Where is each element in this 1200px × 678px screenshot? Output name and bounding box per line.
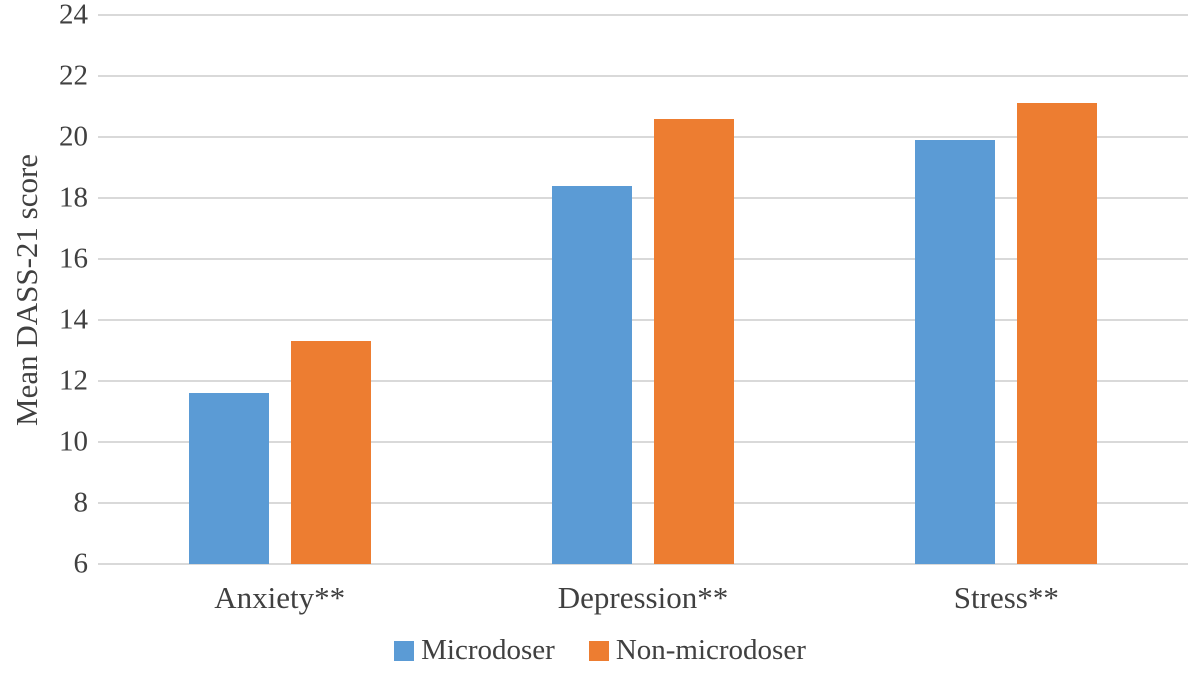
bar-microdoser-anxiety- [188, 393, 269, 564]
legend-label: Non-microdoser [615, 634, 806, 666]
bar-group-depression- [461, 15, 824, 564]
legend-swatch [588, 640, 609, 661]
y-axis-tick-label: 14 [59, 303, 88, 336]
gridline [98, 197, 1188, 199]
gridline [98, 136, 1188, 138]
gridline [98, 319, 1188, 321]
y-axis-tick-label: 6 [73, 547, 89, 580]
y-axis-tick-label: 8 [73, 486, 89, 519]
y-axis-tick-label: 10 [59, 425, 88, 458]
bar-microdoser-depression- [551, 185, 632, 564]
bar-non-microdoser-stress- [1017, 103, 1098, 564]
y-axis-tick-label: 16 [59, 242, 88, 275]
x-axis-label: Depression** [557, 580, 729, 615]
gridline [98, 441, 1188, 443]
bar-group-anxiety- [98, 15, 461, 564]
y-axis-tick-label: 24 [59, 0, 88, 31]
bar-non-microdoser-depression- [653, 118, 734, 564]
gridline [98, 258, 1188, 260]
bar-non-microdoser-anxiety- [290, 341, 371, 564]
bar-group-stress- [825, 15, 1188, 564]
bar-microdoser-stress- [915, 140, 996, 564]
y-axis-tick-label: 12 [59, 364, 88, 397]
y-axis-tick-labels: 6 8 10 12 14 16 18 20 22 24 [0, 0, 89, 578]
legend-item-non-microdoser: Non-microdoser [588, 634, 806, 666]
legend-label: Microdoser [421, 634, 555, 666]
x-axis-label: Stress** [953, 580, 1059, 615]
legend-swatch [394, 640, 415, 661]
legend-item-microdoser: Microdoser [394, 636, 555, 665]
bar-groups [98, 15, 1188, 564]
y-axis-tick-label: 22 [59, 59, 88, 92]
gridline [98, 75, 1188, 77]
gridline [98, 563, 1188, 565]
x-axis-label: Anxiety** [214, 580, 346, 615]
legend: Microdoser Non-microdoser [0, 636, 1200, 665]
y-axis-tick-label: 18 [59, 181, 88, 214]
gridline [98, 380, 1188, 382]
gridline [98, 502, 1188, 504]
gridline [98, 14, 1188, 16]
y-axis-tick-label: 20 [59, 120, 88, 153]
x-axis-labels: Anxiety** Depression** Stress** [98, 582, 1188, 613]
plot-area [98, 14, 1188, 565]
